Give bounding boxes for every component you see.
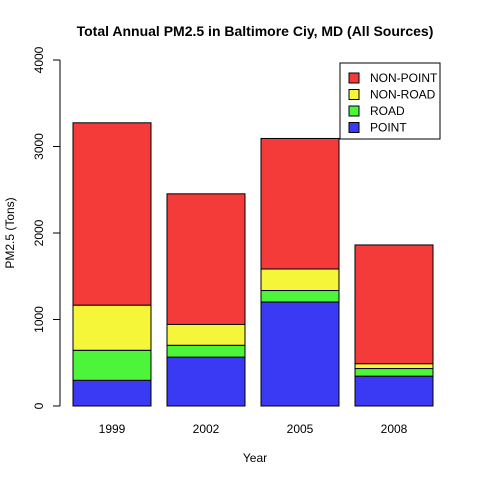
x-axis: 1999 2002 2005 2008 — [99, 422, 408, 436]
y-tick-label-3000: 3000 — [32, 133, 46, 160]
legend-label-non-point: NON-POINT — [370, 71, 438, 85]
y-tick-label-0: 0 — [32, 402, 46, 409]
x-axis-label: Year — [243, 451, 267, 465]
y-axis: 0 1000 2000 3000 4000 — [32, 46, 61, 409]
bar-segment-road-1999 — [72, 349, 152, 381]
x-tick-label-2005: 2005 — [287, 422, 314, 436]
y-axis-label: PM2.5 (Tons) — [3, 197, 17, 268]
bar-segment-point-2008 — [354, 375, 434, 407]
bar-segment-non-point-2005 — [260, 137, 340, 270]
legend-label-road: ROAD — [370, 104, 405, 118]
y-tick-label-4000: 4000 — [32, 46, 46, 73]
bar-segment-non-road-2002 — [166, 323, 246, 346]
legend-swatch-road — [348, 105, 360, 117]
legend-swatch-non-road — [348, 89, 360, 100]
bar-segment-non-point-2008 — [354, 244, 434, 365]
legend-swatch-non-point — [348, 72, 360, 84]
bar-segment-non-road-2008 — [354, 363, 434, 370]
bar-segment-point-1999 — [72, 379, 152, 407]
x-tick-label-2002: 2002 — [193, 422, 220, 436]
legend-label-non-road: NON-ROAD — [370, 88, 436, 102]
bar-segment-point-2005 — [260, 301, 340, 407]
legend: NON-POINT NON-ROAD ROAD POINT — [339, 62, 441, 140]
x-tick-label-1999: 1999 — [99, 422, 126, 436]
bar-segment-point-2002 — [166, 356, 246, 407]
bar-segment-road-2002 — [166, 344, 246, 358]
bar-segment-non-road-2005 — [260, 268, 340, 292]
bar-segment-non-point-1999 — [72, 122, 152, 306]
legend-label-point: POINT — [370, 121, 407, 135]
bar-segment-road-2005 — [260, 290, 340, 303]
chart-title: Total Annual PM2.5 in Baltimore Ciy, MD … — [77, 23, 434, 39]
x-tick-label-2008: 2008 — [381, 422, 408, 436]
bars-layer — [72, 122, 434, 407]
bar-segment-non-point-2002 — [166, 193, 246, 325]
y-tick-label-2000: 2000 — [32, 219, 46, 246]
bar-segment-non-road-1999 — [72, 304, 152, 351]
y-tick-label-1000: 1000 — [32, 306, 46, 333]
legend-swatch-point — [348, 122, 360, 133]
bar-segment-road-2008 — [354, 368, 434, 377]
